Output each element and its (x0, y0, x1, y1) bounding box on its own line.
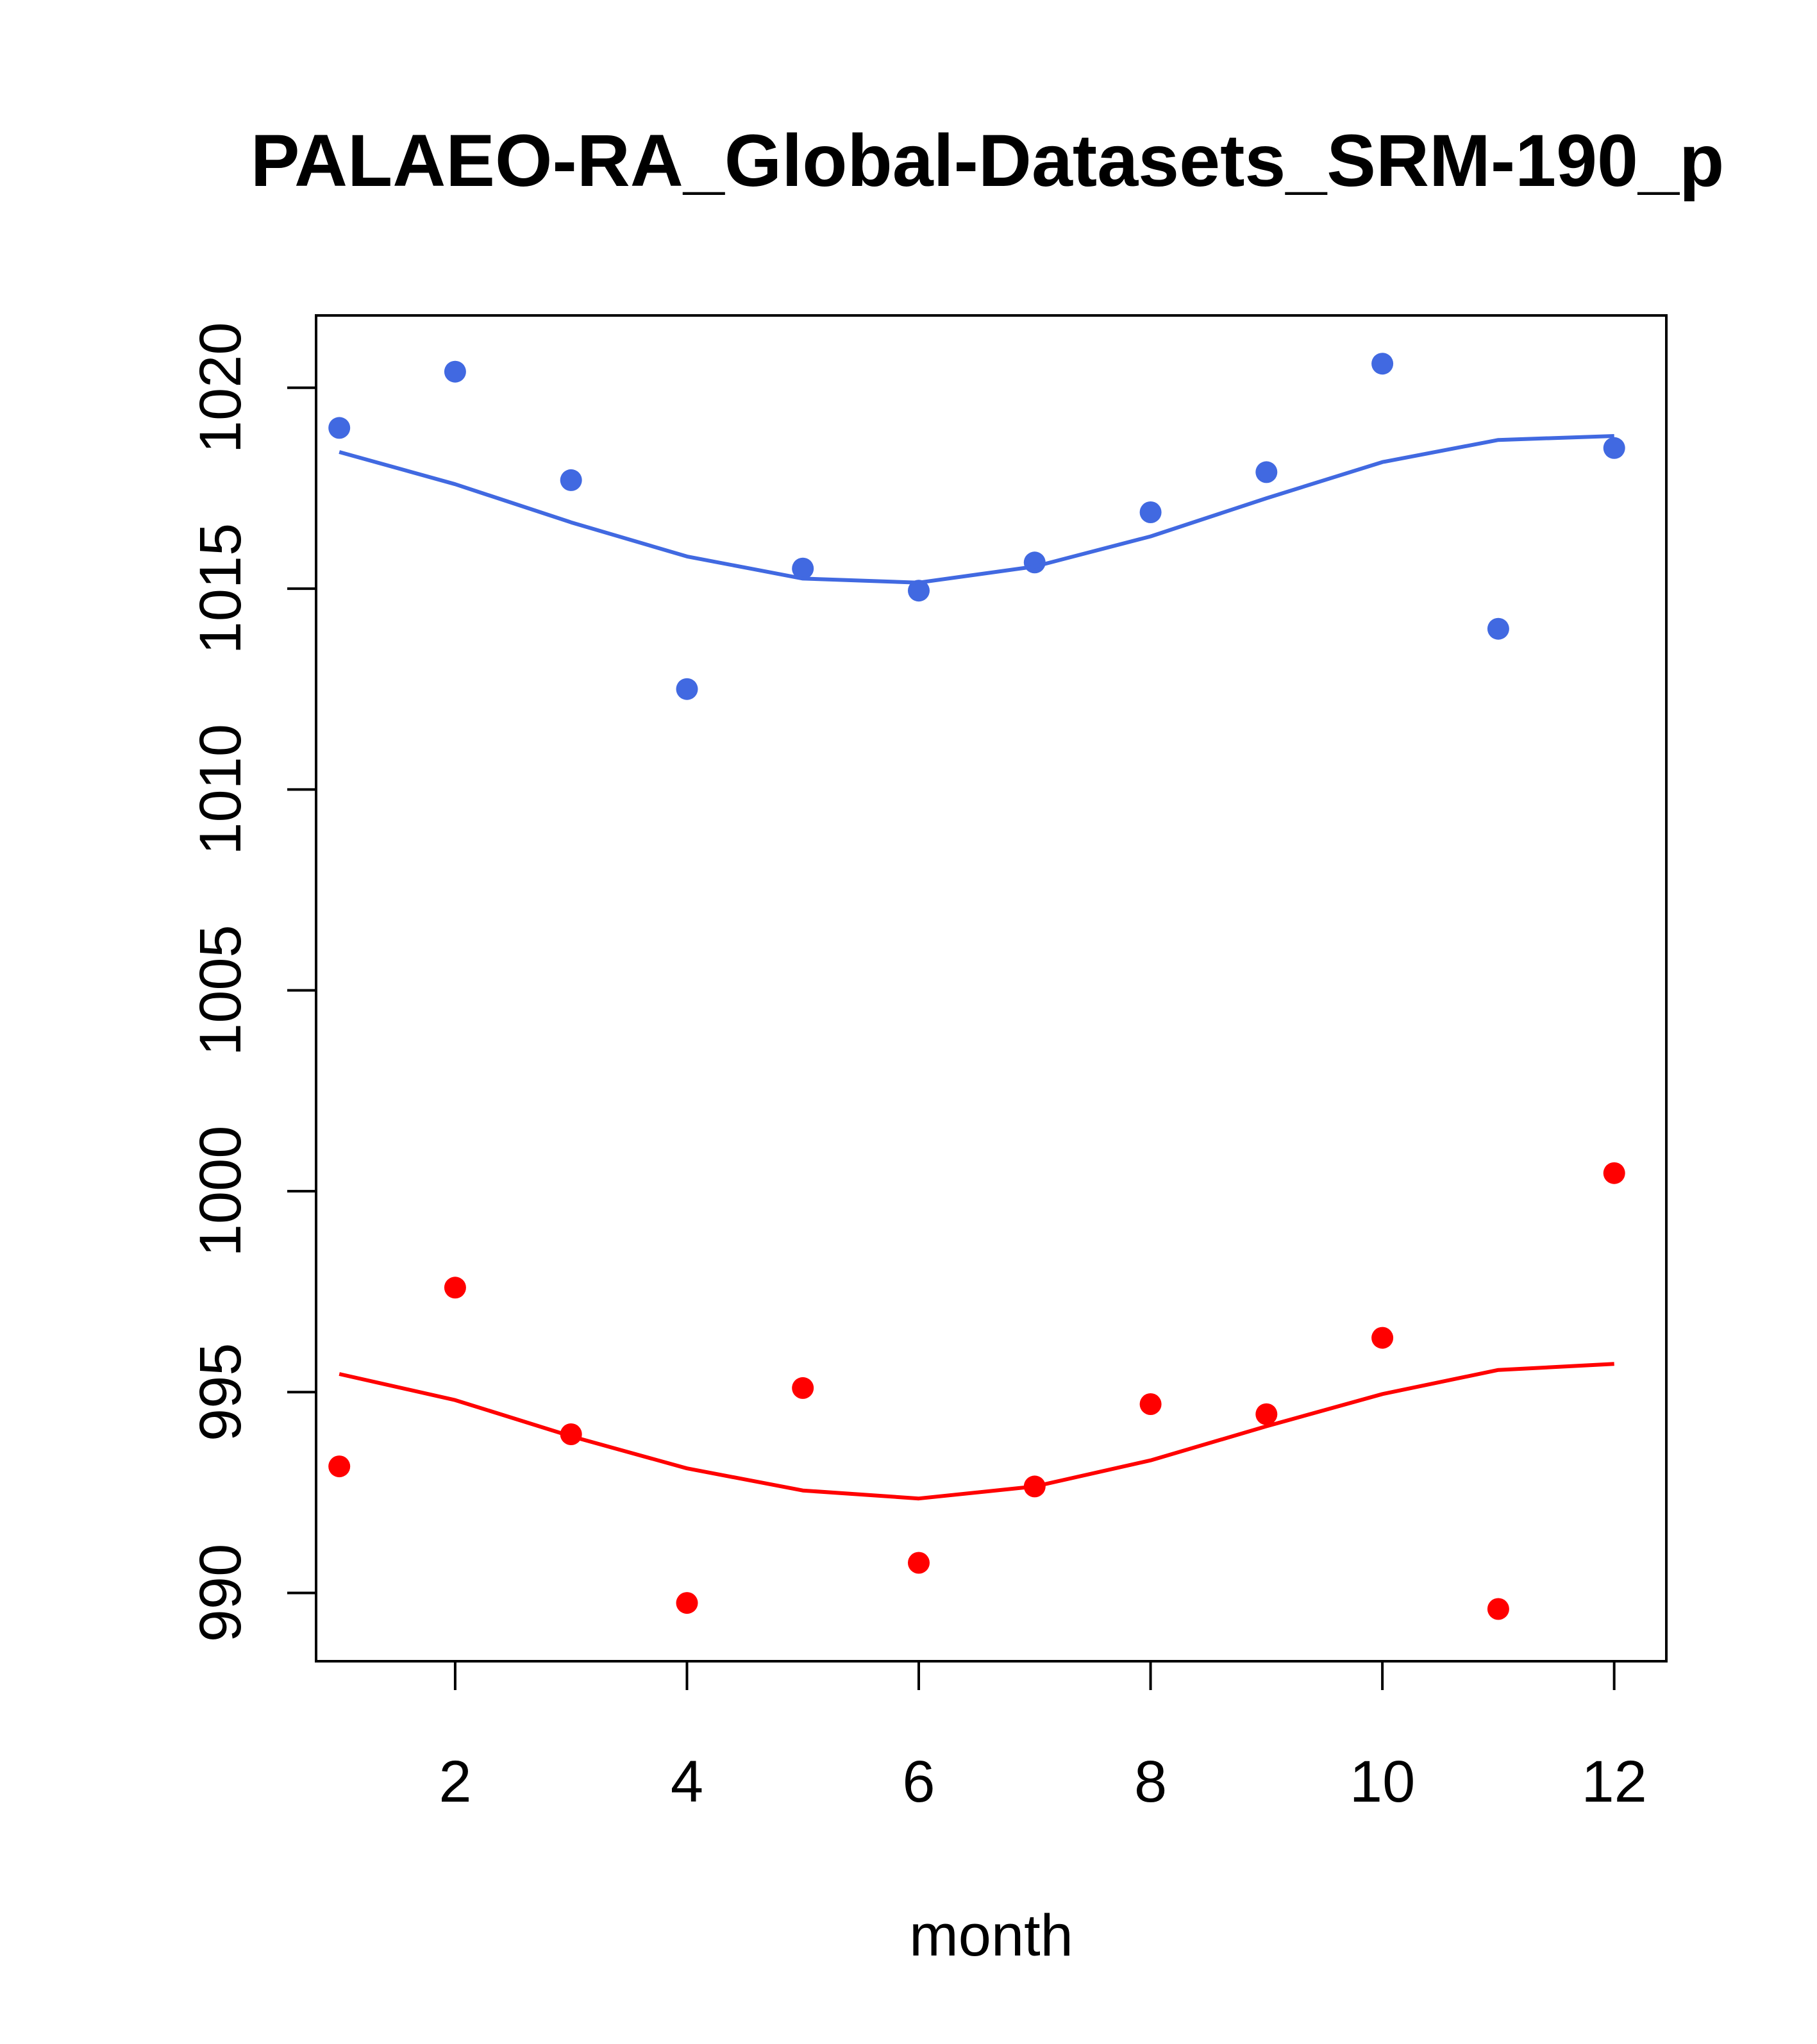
data-point-lower-points (676, 1592, 698, 1614)
x-tick-label: 8 (1134, 1749, 1167, 1814)
y-tick-label: 1010 (188, 724, 253, 855)
data-point-lower-points (444, 1277, 466, 1299)
data-point-upper-points (1023, 551, 1046, 574)
data-point-upper-points (560, 469, 582, 491)
y-tick-label: 1020 (188, 322, 253, 453)
x-tick-label: 10 (1350, 1749, 1415, 1814)
data-point-upper-points (1487, 617, 1509, 640)
y-tick-label: 990 (188, 1544, 253, 1643)
data-point-lower-points (1603, 1162, 1625, 1184)
data-point-lower-points (1255, 1403, 1278, 1425)
x-axis: 2 4 6 8 10 12 (439, 1660, 1647, 1814)
x-axis-title: month (909, 1903, 1073, 1968)
y-tick-label: 1005 (188, 925, 253, 1056)
data-point-upper-points (1371, 353, 1394, 375)
data-point-upper-points (908, 580, 930, 602)
x-tick-label: 12 (1581, 1749, 1646, 1814)
chart-title: PALAEO-RA_Global-Datasets_SRM-190_p (251, 120, 1724, 202)
data-point-lower-points (328, 1455, 351, 1478)
data-point-lower-points (792, 1377, 814, 1399)
data-point-upper-points (444, 360, 466, 383)
data-point-lower-points (1371, 1327, 1394, 1349)
x-tick-label: 4 (671, 1749, 703, 1814)
series-line-lower-smooth (339, 1362, 1614, 1501)
series-layer (328, 353, 1625, 1620)
data-point-upper-points (328, 417, 351, 439)
data-point-lower-points (1139, 1393, 1162, 1415)
data-point-upper-points (676, 678, 698, 700)
y-axis: 990 995 1000 1005 1010 1015 1020 (188, 322, 317, 1643)
data-point-upper-points (1603, 437, 1625, 459)
y-tick-label: 1000 (188, 1126, 253, 1257)
y-tick-label: 995 (188, 1343, 253, 1441)
data-point-upper-points (1139, 501, 1162, 523)
series-line-upper-smooth (339, 434, 1614, 585)
data-point-upper-points (792, 557, 814, 580)
data-point-lower-points (1487, 1598, 1509, 1620)
plot-frame (315, 314, 1668, 1663)
y-tick-label: 1015 (188, 523, 253, 655)
x-tick-label: 2 (439, 1749, 471, 1814)
x-tick-label: 6 (902, 1749, 935, 1814)
data-point-upper-points (1255, 461, 1278, 483)
data-point-lower-points (908, 1552, 930, 1574)
